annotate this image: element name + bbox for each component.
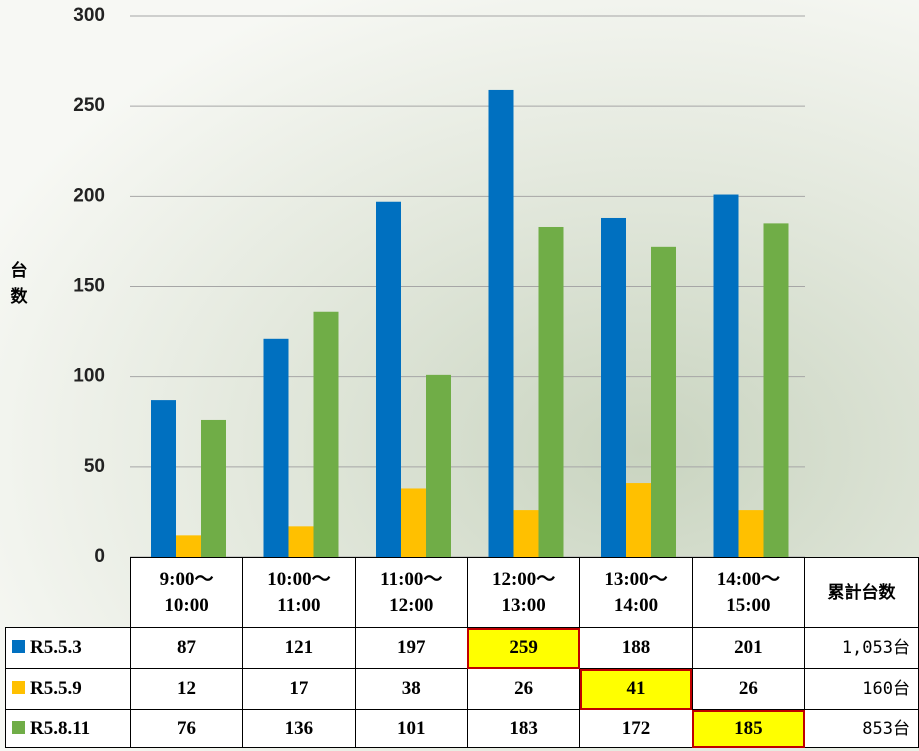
total-cell: 1,053台 xyxy=(804,627,919,669)
value-cell: 188 xyxy=(579,627,693,669)
value-cell: 12 xyxy=(129,668,244,710)
bar xyxy=(738,510,764,557)
bar xyxy=(401,488,426,557)
category-label: 9:00～ 10:00 xyxy=(129,557,244,628)
value-cell: 26 xyxy=(691,668,806,710)
legend-swatch xyxy=(12,640,25,653)
value-cell: 201 xyxy=(691,627,806,669)
bar xyxy=(713,194,739,557)
total-cell: 160台 xyxy=(804,668,919,710)
legend-label: R5.8.11 xyxy=(30,717,91,739)
series-row: R5.5.3 87 121 197 259 188 201 1,053台 xyxy=(5,627,919,669)
legend-label: R5.5.3 xyxy=(30,637,82,658)
bar xyxy=(488,89,514,557)
value-cell: 76 xyxy=(129,709,244,748)
legend-swatch xyxy=(12,681,25,694)
legend-cell: R5.5.9 xyxy=(5,668,131,710)
y-tick-label: 50 xyxy=(84,456,105,477)
bar xyxy=(538,226,564,558)
value-cell: 17 xyxy=(242,668,356,710)
bar xyxy=(288,526,314,557)
legend-swatch xyxy=(12,720,25,734)
value-cell: 136 xyxy=(242,709,356,748)
total-header: 累計台数 xyxy=(804,557,919,628)
value-cell: 197 xyxy=(354,627,468,669)
legend-cell: R5.8.11 xyxy=(5,709,131,748)
total-cell: 853台 xyxy=(804,709,919,748)
bar xyxy=(513,510,539,557)
series-row: R5.8.11 76 136 101 183 172 185 853台 xyxy=(5,709,919,748)
bar xyxy=(201,419,226,557)
bar xyxy=(763,223,789,557)
series-row: R5.5.9 12 17 38 26 41 26 160台 xyxy=(5,668,919,710)
value-cell: 41 xyxy=(579,668,693,710)
header-row: 9:00～ 10:00 10:00～ 11:00 11:00～ 12:00 12:00… xyxy=(6,557,919,628)
legend-label: R5.5.9 xyxy=(30,678,82,699)
y-tick-label: 300 xyxy=(73,5,105,26)
value-cell: 172 xyxy=(579,709,693,748)
bar xyxy=(651,246,676,557)
data-table: 9:00～ 10:00 10:00～ 11:00 11:00～ 12:00 12:00… xyxy=(5,557,919,748)
value-cell: 185 xyxy=(691,709,806,748)
category-label: 10:00～ 11:00 xyxy=(242,557,356,628)
category-label: 14:00～ 15:00 xyxy=(691,557,806,628)
bar xyxy=(426,374,451,557)
y-axis-label: 台数 xyxy=(10,261,28,306)
value-cell: 259 xyxy=(466,627,581,669)
y-tick-label: 100 xyxy=(73,366,105,387)
bar xyxy=(263,338,289,557)
value-cell: 183 xyxy=(466,709,581,748)
legend-cell: R5.5.3 xyxy=(5,627,131,669)
bar xyxy=(176,535,201,557)
y-tick-label: 0 xyxy=(94,546,105,567)
category-label: 12:00～ 13:00 xyxy=(466,557,581,628)
value-cell: 38 xyxy=(354,668,468,710)
bar xyxy=(601,217,626,557)
bar xyxy=(626,483,651,557)
category-label: 11:00～ 12:00 xyxy=(354,557,468,628)
blank-cell xyxy=(6,558,131,628)
value-cell: 26 xyxy=(466,668,581,710)
bar xyxy=(151,400,176,557)
y-tick-label: 250 xyxy=(73,95,105,116)
y-tick-label: 200 xyxy=(73,185,105,206)
category-label: 13:00～ 14:00 xyxy=(579,557,693,628)
bar xyxy=(376,201,401,557)
value-cell: 101 xyxy=(354,709,468,748)
bar xyxy=(313,311,339,557)
value-cell: 121 xyxy=(242,627,356,669)
value-cell: 87 xyxy=(129,627,244,669)
y-tick-label: 150 xyxy=(73,276,105,297)
